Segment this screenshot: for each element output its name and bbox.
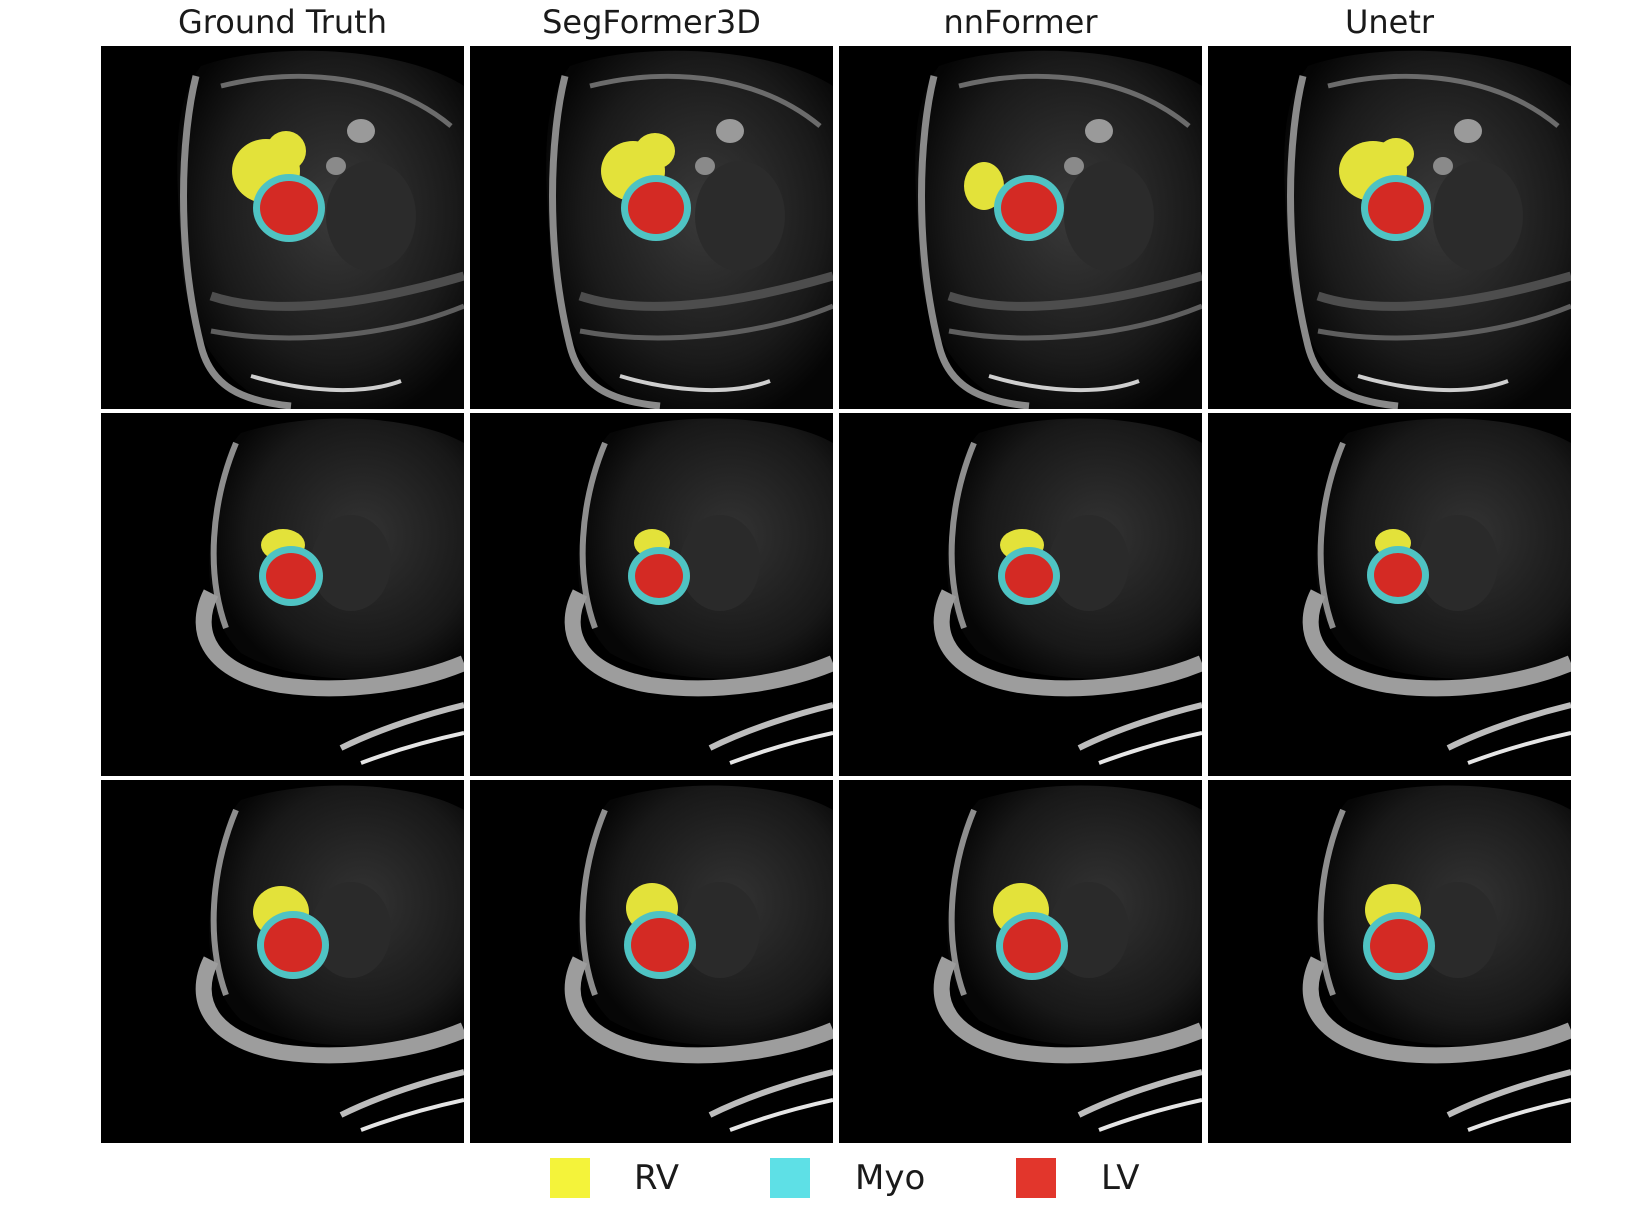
mri-slice [101,780,464,1143]
mri-panel-segformer3d-row-3 [470,780,833,1143]
legend-swatch-lv [1016,1158,1056,1198]
mri-panel-unetr-row-3 [1208,780,1571,1143]
mri-slice [839,413,1202,776]
mri-panel-ground-truth-row-3 [101,780,464,1143]
rv-region [964,162,1004,210]
lv-region [1374,553,1422,597]
mri-slice [470,780,833,1143]
mri-panel-nnformer-row-1 [839,46,1202,409]
legend-label-myo: Myo [855,1158,926,1198]
mri-slice [1208,46,1571,409]
column-title-segformer3d: SegFormer3D [542,3,761,41]
rv-region-upper [1378,138,1414,170]
legend-swatch-myo [770,1158,810,1198]
lv-region [1368,182,1424,234]
mri-slice [1208,780,1571,1143]
mri-panel-unetr-row-2 [1208,413,1571,776]
legend-label-rv: RV [634,1158,680,1198]
lv-region [1370,919,1428,973]
mri-slice [101,413,464,776]
mri-panel-ground-truth-row-1 [101,46,464,409]
rv-region-upper [266,131,306,171]
mri-slice [839,780,1202,1143]
mri-slice [101,46,464,409]
mri-slice [470,413,833,776]
lv-region [628,182,684,234]
lv-region [264,918,322,972]
lv-region [266,553,316,599]
mri-panel-segformer3d-row-2 [470,413,833,776]
mri-panel-nnformer-row-2 [839,413,1202,776]
mri-panel-nnformer-row-3 [839,780,1202,1143]
lv-region [1001,182,1057,234]
lv-region [635,554,683,598]
column-title-unetr: Unetr [1344,3,1435,41]
mri-panel-ground-truth-row-2 [101,413,464,776]
lv-region [631,918,689,972]
legend-label-lv: LV [1101,1158,1140,1198]
lv-region [1005,554,1053,598]
mri-panel-unetr-row-1 [1208,46,1571,409]
mri-panel-segformer3d-row-1 [470,46,833,409]
mri-slice [1208,413,1571,776]
mri-slice [470,46,833,409]
lv-region [260,181,318,235]
legend-swatch-rv [550,1158,590,1198]
column-title-ground-truth: Ground Truth [178,3,387,41]
lv-region [1003,919,1061,973]
rv-region-upper [635,133,675,169]
column-title-nnformer: nnFormer [943,3,1098,41]
mri-slice [839,46,1202,409]
